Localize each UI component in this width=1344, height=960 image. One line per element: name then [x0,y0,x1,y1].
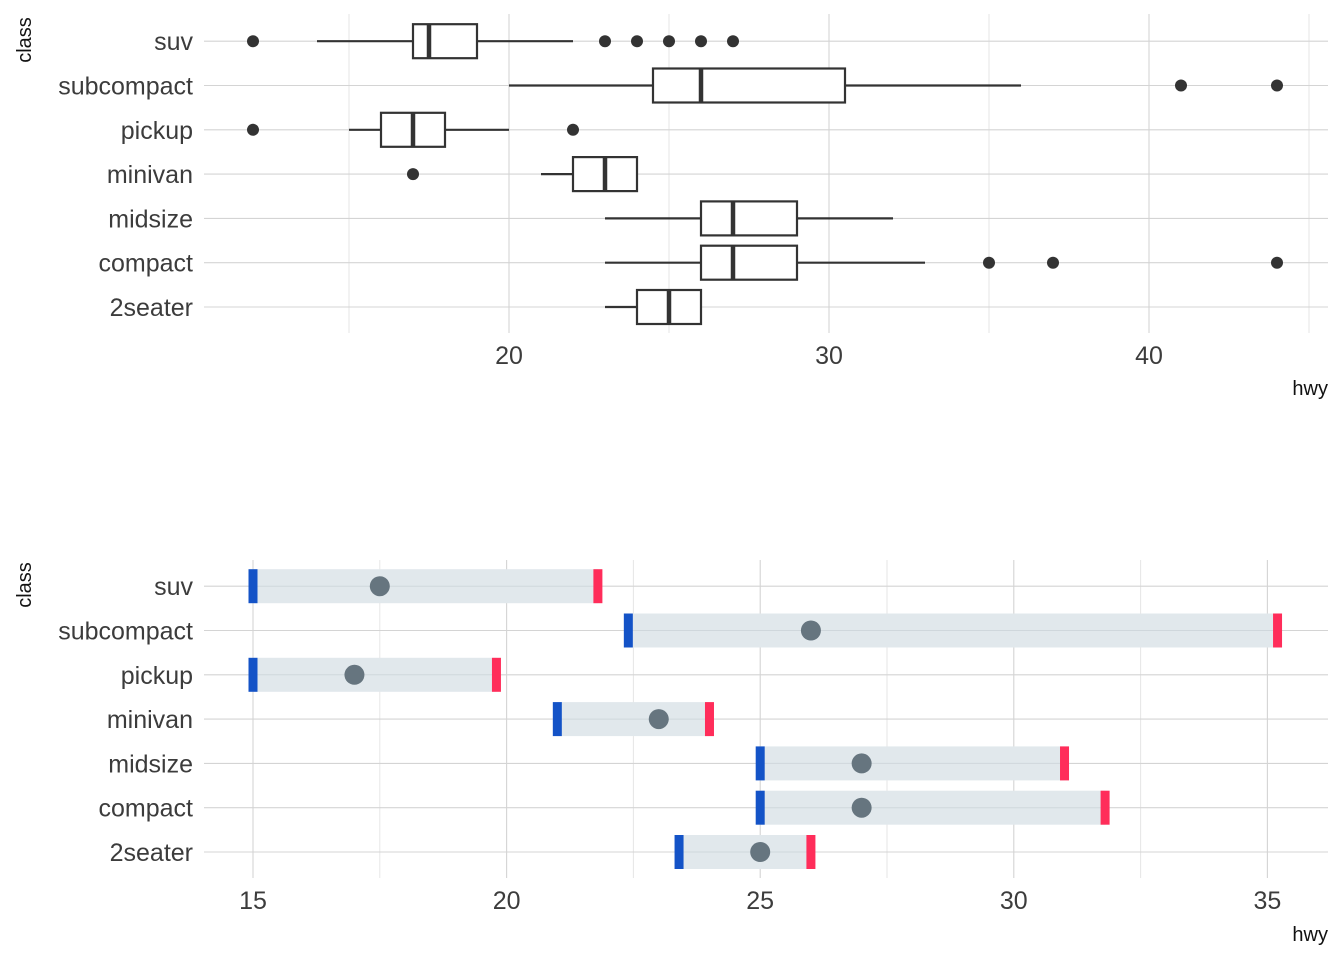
range-chart: 2seater compact midsize minivan pickup subcom… [14,560,1328,946]
x-tick-labels: 20 30 40 [495,342,1163,370]
y-tick-label: subcompact [58,618,193,646]
box-minivan [407,156,639,193]
y-tick-label: subcompact [58,73,193,101]
range-compact [755,790,1110,825]
x-axis-title: hwy [1292,378,1328,400]
x-tick-labels: 15 20 25 30 35 [239,887,1281,915]
outlier-point [1271,79,1283,92]
y-tick-labels: 2seater compact midsize minivan pickup subcom… [58,28,193,322]
iqr-box [699,244,799,281]
outlier-point [247,35,259,48]
y-tick-label: suv [154,28,193,56]
y-tick-label: compact [99,795,194,823]
range-subcompact [623,613,1283,648]
median-point [750,842,771,862]
range-suv [248,569,603,604]
low-marker [248,569,258,604]
high-marker [491,657,501,692]
iqr-box [411,23,479,60]
low-marker [755,746,765,781]
high-marker [1060,746,1070,781]
box-subcompact [509,67,1283,104]
median-point [344,664,365,685]
high-marker [1273,613,1283,648]
x-tick-label: 20 [493,887,521,915]
low-marker [623,613,633,648]
outlier-point [247,123,259,136]
y-tick-label: suv [154,573,193,601]
box-midsize [605,200,893,237]
x-tick-label: 20 [495,342,523,370]
median-point [800,620,821,641]
low-marker [552,702,562,737]
range-midsize [755,746,1070,781]
high-marker [806,835,816,869]
y-axis-title: class [14,17,36,63]
outlier-point [1271,256,1283,269]
outlier-point [567,123,579,136]
median-point [851,797,872,818]
median-point [369,576,390,597]
median-point [851,753,872,774]
y-axis-title: class [14,562,36,608]
outlier-point [695,35,707,48]
box-marks [247,23,1283,326]
major-gridlines [508,14,1150,333]
outlier-point [599,35,611,48]
y-tick-label: 2seater [110,294,193,322]
box-compact [605,244,1283,281]
x-tick-label: 25 [746,887,774,915]
x-tick-label: 30 [815,342,843,370]
low-marker [674,835,684,869]
range-minivan [552,702,714,737]
outlier-point [631,35,643,48]
iqr-box [651,67,847,104]
y-tick-label: midsize [108,205,193,233]
y-tick-label: pickup [121,662,193,690]
high-marker [1100,790,1110,825]
iqr-box [699,200,799,237]
x-tick-label: 15 [239,887,267,915]
low-marker [755,790,765,825]
box-suv [247,23,739,60]
x-tick-label: 35 [1253,887,1281,915]
high-marker [593,569,603,604]
y-tick-label: minivan [107,706,193,734]
box-pickup [247,111,579,148]
outlier-point [983,256,995,269]
range-marks [248,569,1283,869]
low-marker [248,657,258,692]
outlier-point [407,168,419,181]
outlier-point [663,35,675,48]
y-tick-label: pickup [121,117,193,145]
range-2seater [674,835,816,869]
y-tick-label: midsize [108,750,193,778]
y-tick-label: 2seater [110,839,193,867]
x-tick-label: 40 [1135,342,1163,370]
outlier-point [1047,256,1059,269]
minor-gridlines [348,14,1310,333]
y-tick-label: compact [99,250,194,278]
y-tick-labels: 2seater compact midsize minivan pickup subcom… [58,573,193,867]
range-pickup [248,657,501,692]
high-marker [704,702,714,737]
box-2seater [605,288,703,326]
x-axis-title: hwy [1292,924,1328,946]
y-tick-label: minivan [107,161,193,189]
boxplot-chart: 2seater compact midsize minivan pickup subcom… [14,14,1328,400]
x-tick-label: 30 [1000,887,1028,915]
outlier-point [1175,79,1187,92]
median-point [648,709,669,730]
outlier-point [727,35,739,48]
